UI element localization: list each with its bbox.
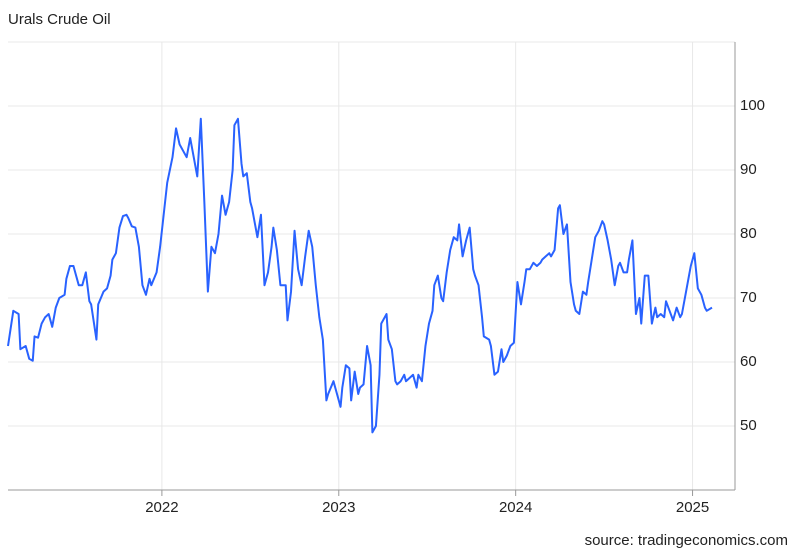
y-tick-label: 90 <box>740 161 757 178</box>
x-tick-label: 2024 <box>499 499 532 516</box>
y-tick-label: 70 <box>740 289 757 306</box>
price-line <box>7 117 713 434</box>
source: source: tradingeconomics.com <box>585 532 788 549</box>
y-tick-label: 100 <box>740 97 765 114</box>
chart-title: Urals Crude Oil <box>8 11 111 28</box>
x-tick-label: 2025 <box>676 499 709 516</box>
y-tick-label: 50 <box>740 417 757 434</box>
y-tick-label: 60 <box>740 353 757 370</box>
x-tick-label: 2022 <box>145 499 178 516</box>
x-tick-label: 2023 <box>322 499 355 516</box>
y-tick-label: 80 <box>740 225 757 242</box>
